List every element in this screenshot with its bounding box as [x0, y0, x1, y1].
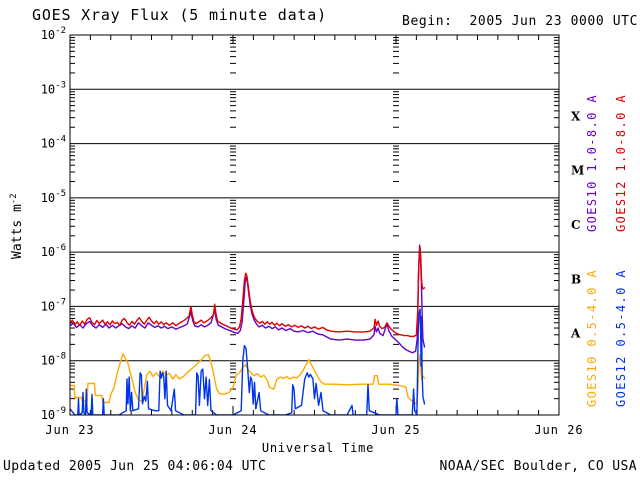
- y-tick-label: 10-5: [41, 189, 66, 205]
- y-tick-label: 10-7: [41, 297, 66, 313]
- y-tick-label: 10-8: [41, 352, 66, 368]
- legend-goes10-0-5-4-0-a: GOES10 0.5-4.0 A: [585, 269, 599, 407]
- flare-class-letter-x: X: [571, 109, 581, 123]
- flare-class-letter-m: M: [571, 164, 584, 178]
- trace-goes10-1-0-8-0-a: [70, 244, 426, 354]
- x-tick-label: Jun 23: [45, 423, 94, 437]
- flare-class-letter-c: C: [571, 218, 581, 232]
- credit: NOAA/SEC Boulder, CO USA: [439, 459, 637, 474]
- y-tick-label: 10-3: [41, 80, 66, 96]
- legend-goes12-0-5-4-0-a: GOES12 0.5-4.0 A: [614, 269, 628, 407]
- y-axis-title: Watts m-2: [8, 193, 26, 259]
- updated-timestamp: Updated 2005 Jun 25 04:06:04 UTC: [3, 459, 267, 474]
- legend-goes10-1-0-8-0-a: GOES10 1.0-8.0 A: [585, 94, 599, 232]
- flare-class-letter-a: A: [570, 327, 581, 341]
- plot-border: [69, 34, 560, 416]
- trace-goes12-0-5-4-0-a: [70, 308, 426, 415]
- x-tick-label: Jun 25: [371, 423, 420, 437]
- y-tick-label: 10-4: [41, 135, 66, 151]
- x-tick-label: Jun 26: [534, 423, 583, 437]
- trace-goes10-0-5-4-0-a: [70, 352, 426, 405]
- chart-title: GOES Xray Flux (5 minute data): [32, 6, 327, 24]
- flare-class-letter-b: B: [571, 272, 581, 286]
- x-axis-title: Universal Time: [261, 441, 375, 455]
- trace-goes12-1-0-8-0-a: [70, 246, 426, 338]
- y-tick-label: 10-9: [41, 406, 66, 422]
- begin-timestamp: Begin: 2005 Jun 23 0000 UTC: [402, 14, 638, 29]
- x-tick-label: Jun 24: [208, 423, 257, 437]
- y-tick-label: 10-2: [41, 26, 66, 42]
- legend-goes12-1-0-8-0-a: GOES12 1.0-8.0 A: [614, 94, 628, 232]
- y-tick-label: 10-6: [41, 243, 66, 259]
